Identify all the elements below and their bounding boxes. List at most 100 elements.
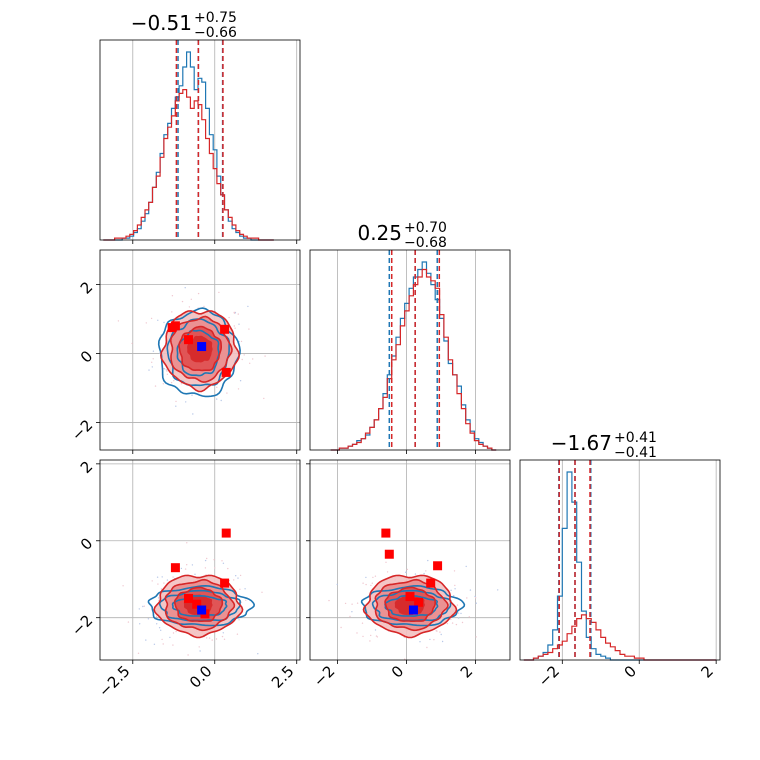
sample-point: [233, 325, 235, 327]
param-title-lower-error: −0.68: [404, 235, 447, 251]
sample-point: [469, 589, 472, 591]
sample-point: [221, 635, 224, 638]
sample-point: [214, 567, 216, 569]
sample-point: [427, 559, 429, 562]
sample-point: [216, 398, 218, 400]
truth-marker-red: [221, 367, 231, 377]
histogram-blue: [103, 51, 274, 241]
histogram-red: [103, 89, 274, 241]
sample-point: [153, 643, 156, 645]
sample-point: [160, 588, 163, 590]
truth-marker-red: [167, 323, 177, 333]
sample-point: [171, 669, 172, 670]
truth-marker-red: [221, 528, 231, 538]
sample-point: [157, 583, 159, 585]
sample-point: [175, 405, 177, 407]
sample-point: [425, 570, 427, 572]
sample-point: [249, 362, 251, 364]
sample-point: [155, 615, 158, 618]
truth-marker-red: [414, 597, 424, 607]
sample-point: [188, 306, 191, 308]
sample-point: [163, 321, 165, 324]
sample-point: [203, 305, 205, 308]
truth-marker-red: [426, 578, 436, 588]
panel-content: [117, 287, 266, 415]
sample-point: [166, 373, 169, 375]
sample-point: [374, 629, 377, 631]
sample-point: [257, 653, 259, 655]
sample-point: [213, 559, 215, 561]
sample-point: [199, 650, 201, 652]
sample-point: [238, 619, 240, 621]
sample-point: [157, 597, 160, 599]
sample-point: [239, 588, 241, 590]
sample-point: [362, 635, 364, 638]
sample-point: [374, 575, 377, 577]
sample-point: [186, 564, 188, 566]
sample-point: [468, 616, 470, 618]
sample-point: [441, 640, 444, 643]
sample-point: [454, 584, 456, 587]
param-title: 0.25: [357, 221, 402, 245]
y-tick-label: −2: [68, 611, 96, 639]
sample-point: [450, 589, 452, 591]
sample-point: [191, 394, 193, 396]
axes-frame: [99, 459, 301, 661]
sample-point: [419, 641, 421, 643]
sample-point: [457, 617, 460, 619]
red-contour-line: [362, 574, 458, 639]
param-title-lower-error: −0.66: [194, 25, 237, 41]
sample-point: [156, 623, 158, 625]
sample-point: [245, 599, 247, 601]
sample-point: [165, 369, 167, 371]
sample-point: [157, 319, 159, 321]
sample-point: [238, 323, 240, 325]
blue-contour-line: [147, 584, 256, 627]
sample-point: [351, 611, 353, 613]
sample-point: [142, 605, 144, 608]
x-tick-label: −2.5: [95, 662, 133, 700]
sample-point: [263, 397, 265, 400]
sample-point: [243, 354, 245, 356]
sample-point: [457, 612, 460, 614]
sample-point: [206, 637, 208, 639]
param-title-upper-error: +0.41: [614, 430, 657, 446]
sample-point: [151, 361, 153, 363]
sample-point: [161, 576, 163, 578]
sample-point: [474, 595, 476, 598]
sample-point: [154, 385, 157, 387]
sample-point: [169, 636, 171, 639]
red-contour-line: [169, 315, 233, 383]
sample-point: [122, 585, 124, 587]
sample-point: [163, 368, 166, 370]
sample-point: [237, 388, 240, 390]
sample-point: [131, 342, 133, 345]
sample-point: [220, 399, 222, 402]
sample-point: [152, 350, 155, 352]
sample-point: [429, 638, 431, 641]
sample-point: [145, 639, 147, 641]
red-contour-line: [178, 325, 222, 372]
sample-point: [240, 340, 243, 343]
sample-point: [163, 582, 165, 584]
sample-point: [221, 560, 223, 562]
sample-point: [450, 618, 452, 621]
sample-point: [162, 643, 164, 645]
truth-marker-red: [433, 561, 443, 571]
sample-point: [235, 575, 237, 577]
sample-point: [454, 588, 456, 590]
sample-point: [147, 618, 150, 620]
sample-point: [356, 632, 358, 634]
sample-point: [372, 576, 374, 579]
sample-point: [211, 639, 213, 641]
truth-marker-blue: [197, 342, 207, 352]
sample-point: [344, 602, 347, 605]
sample-point: [228, 316, 230, 319]
sample-point: [405, 571, 407, 573]
sample-point: [187, 654, 189, 656]
param-title: −0.51: [131, 11, 192, 35]
sample-point: [241, 358, 243, 361]
sample-point: [233, 579, 235, 581]
sample-point: [239, 380, 242, 382]
sample-point: [194, 573, 196, 575]
